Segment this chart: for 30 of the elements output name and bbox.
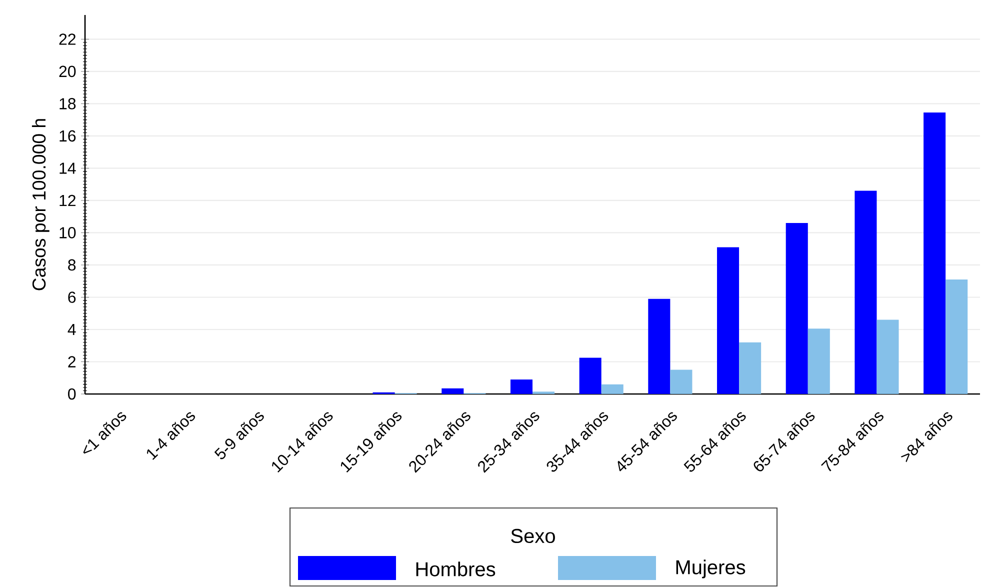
y-tick-label: 8: [68, 259, 76, 271]
y-tick-label: 18: [60, 98, 76, 110]
bar: [601, 384, 624, 394]
legend-title: Sexo: [511, 528, 555, 544]
bar: [739, 342, 762, 394]
bar: [579, 358, 602, 394]
y-axis-title: Casos por 100.000 h: [32, 119, 50, 290]
y-tick-label: 22: [59, 34, 76, 45]
bar: [808, 328, 830, 394]
bar: [854, 190, 877, 394]
y-tick-label: 6: [68, 292, 76, 303]
bar: [648, 298, 670, 394]
bar: [717, 247, 740, 394]
bar: [786, 223, 808, 394]
bar: [510, 379, 533, 394]
y-tick-label: 0: [68, 388, 76, 400]
legend-label: Mujeres: [676, 560, 746, 578]
bar: [876, 320, 899, 394]
y-tick-label: 10: [60, 227, 76, 238]
legend-label: Hombres: [416, 562, 496, 576]
bar: [442, 388, 464, 394]
y-tick-label: 14: [60, 162, 76, 174]
y-tick-label: 20: [59, 66, 76, 78]
y-tick-label: 12: [60, 194, 76, 206]
y-tick-label: 4: [68, 324, 76, 335]
y-tick-label: 16: [60, 130, 76, 142]
bar: [924, 112, 946, 394]
bar: [946, 279, 968, 394]
bar: [670, 370, 692, 394]
y-tick-label: 2: [68, 356, 76, 368]
